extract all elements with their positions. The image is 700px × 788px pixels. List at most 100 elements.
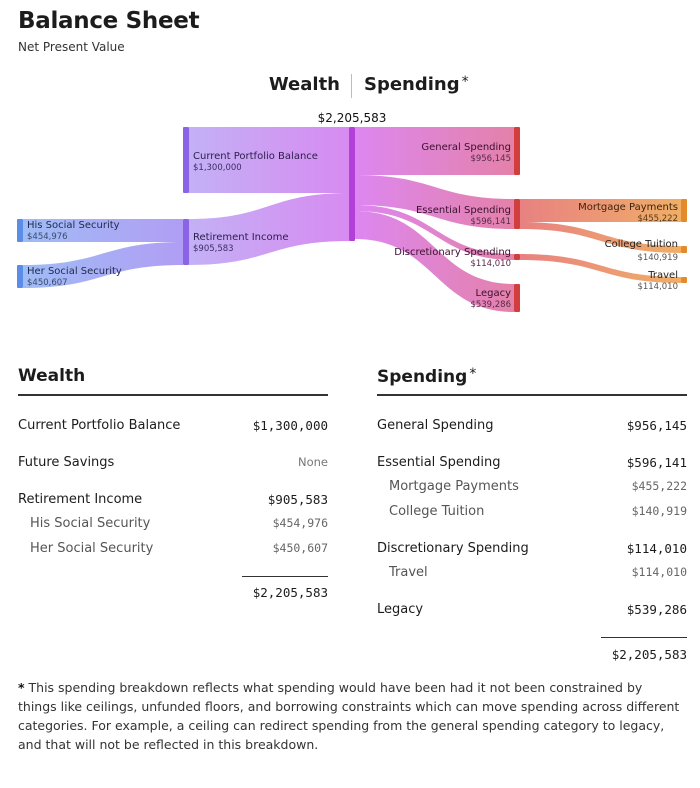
spending-toggle-label: Spending [364,74,460,95]
label-her-ss-value: $450,607 [27,278,68,288]
row-value: $1,300,000 [252,418,328,433]
spending-table: Spending * General Spending $956,145 Esse… [377,366,687,666]
table-row: Discretionary Spending $114,010 [377,541,687,561]
wealth-toggle-button[interactable]: Wealth [268,74,340,95]
node-essential-spending[interactable] [514,199,520,229]
node-legacy[interactable] [514,284,520,312]
table-row: Future Savings None [18,455,328,475]
label-portfolio-name: Current Portfolio Balance [193,151,318,162]
label-discretionary-value: $114,010 [470,259,511,269]
row-label: Future Savings [18,455,115,470]
spending-heading-asterisk: * [469,366,477,382]
page-subtitle: Net Present Value [18,40,125,54]
node-retirement-income[interactable] [183,219,189,265]
spending-heading: Spending * [377,366,687,390]
label-legacy-value: $539,286 [470,300,511,310]
sankey-diagram: $2,205,583 His Social Security $454,976 … [17,111,687,312]
label-retirement-name: Retirement Income [193,232,289,243]
node-discretionary-spending[interactable] [514,254,520,260]
flow-total-to-general [355,127,514,175]
row-label: Legacy [377,602,424,617]
spending-total: $2,205,583 [611,647,687,662]
row-label: Mortgage Payments [389,479,519,494]
flow-portfolio-to-total [189,127,349,193]
spending-total-rule [601,637,687,638]
table-row: Mortgage Payments $455,222 [377,479,687,499]
footnote: * This spending breakdown reflects what … [18,678,684,754]
label-tuition-value: $140,919 [637,253,678,263]
row-value: $114,010 [626,541,687,556]
flow-his-ss-to-retirement [23,219,183,242]
label-travel-name: Travel [647,270,678,281]
label-mortgage-value: $455,222 [637,214,678,224]
row-label: General Spending [377,418,494,433]
table-row: Legacy $539,286 [377,602,687,622]
row-value: $454,976 [272,516,328,530]
node-current-portfolio[interactable] [183,127,189,193]
label-essential-name: Essential Spending [416,205,511,216]
label-total-value: $2,205,583 [318,111,387,125]
table-row: Current Portfolio Balance $1,300,000 [18,418,328,438]
label-mortgage-name: Mortgage Payments [578,202,678,213]
table-row: His Social Security $454,976 [18,516,328,536]
wealth-total: $2,205,583 [252,585,328,600]
table-row: Essential Spending $596,141 [377,455,687,475]
node-his-social-security[interactable] [17,219,23,242]
label-retirement-value: $905,583 [193,244,234,254]
wealth-heading: Wealth [18,366,86,386]
node-travel[interactable] [681,277,687,283]
table-row: General Spending $956,145 [377,418,687,438]
row-label: Current Portfolio Balance [18,418,181,433]
wealth-table: Wealth Current Portfolio Balance $1,300,… [18,366,328,606]
spending-heading-rule [377,394,687,396]
spending-toggle-button[interactable]: Spending * [364,74,469,95]
flow-essential-to-tuition [520,222,681,253]
node-her-social-security[interactable] [17,265,23,288]
table-row: Her Social Security $450,607 [18,541,328,561]
row-value: $140,919 [631,504,687,518]
row-value: $905,583 [267,492,328,507]
flow-total-to-legacy [355,211,514,312]
table-row: Retirement Income $905,583 [18,492,328,512]
view-toggle: Wealth Spending * [0,72,700,98]
row-value: $539,286 [626,602,687,617]
node-mortgage-payments[interactable] [681,199,687,222]
wealth-total-rule [242,576,328,577]
flow-retirement-to-total [189,193,349,265]
label-her-ss-name: Her Social Security [27,266,122,277]
row-label: Discretionary Spending [377,541,529,556]
spending-toggle-asterisk: * [461,74,469,90]
flow-discretionary-to-travel [520,254,681,283]
label-his-ss-value: $454,976 [27,232,68,242]
label-portfolio-value: $1,300,000 [193,163,242,173]
footnote-text: This spending breakdown reflects what sp… [18,680,680,752]
toggle-divider [351,74,352,98]
row-value: None [297,455,328,469]
flow-total-to-discretionary [355,205,514,260]
row-value: $956,145 [626,418,687,433]
row-label: College Tuition [389,504,485,519]
footnote-asterisk: * [18,680,25,695]
node-college-tuition[interactable] [681,246,687,253]
flow-essential-to-mortgage [520,199,681,222]
label-travel-value: $114,010 [637,282,678,292]
wealth-heading-rule [18,394,328,396]
node-total[interactable] [349,127,355,241]
row-label: Travel [389,565,428,580]
spending-heading-label: Spending [377,367,468,387]
row-label: Her Social Security [30,541,154,556]
page-title: Balance Sheet [18,8,200,34]
label-his-ss-name: His Social Security [27,220,120,231]
label-discretionary-name: Discretionary Spending [394,247,511,258]
row-value: $450,607 [272,541,328,555]
row-label: Essential Spending [377,455,501,470]
flow-total-to-essential [355,175,514,229]
row-value: $455,222 [631,479,687,493]
row-value: $114,010 [631,565,687,579]
label-legacy-name: Legacy [476,288,512,299]
table-row: Travel $114,010 [377,565,687,585]
node-general-spending[interactable] [514,127,520,175]
row-label: Retirement Income [18,492,143,507]
label-essential-value: $596,141 [470,217,511,227]
label-general-name: General Spending [421,142,511,153]
